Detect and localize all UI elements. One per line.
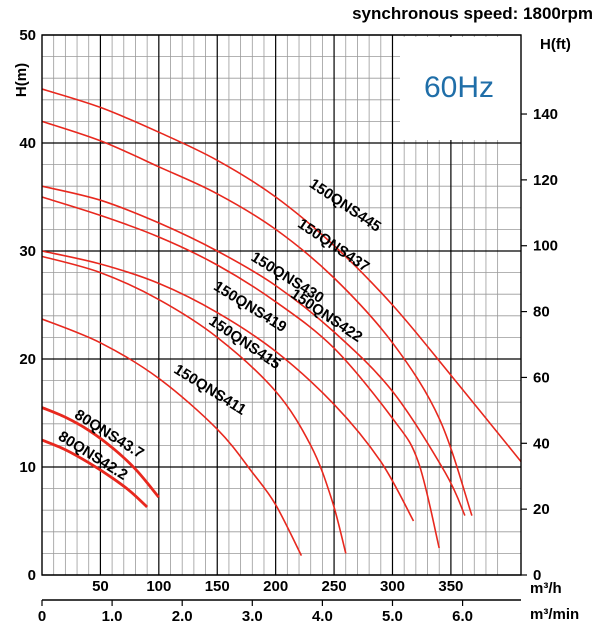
y-tick-label: 10 [19, 459, 36, 476]
y-axis-label: H(m) [13, 63, 30, 97]
x-tick-label: 150 [205, 578, 230, 595]
y-tick-label: 20 [19, 351, 36, 368]
x2-tick-label: 3.0 [242, 608, 263, 625]
curve-150qns430 [41, 185, 466, 516]
curve-labels: 150QNS445150QNS437150QNS430150QNS422150Q… [55, 175, 384, 483]
y-tick-label: 40 [19, 135, 36, 152]
x2-tick-label: 4.0 [312, 608, 333, 625]
frequency-box [400, 37, 521, 140]
x-tick-label: 250 [322, 578, 347, 595]
y-tick-label: 0 [28, 567, 36, 584]
y2-tick-label: 80 [533, 304, 550, 321]
y2-tick-label: 120 [533, 172, 558, 189]
y2-tick-label: 40 [533, 435, 550, 452]
x2-tick-label: 0 [38, 608, 46, 625]
y-tick-label: 50 [19, 27, 36, 44]
y2-tick-label: 140 [533, 106, 558, 123]
x-tick-label: 350 [438, 578, 463, 595]
x-tick-label: 50 [92, 578, 109, 595]
y2-tick-label: 0 [533, 567, 541, 584]
curve-80qns42-2 [41, 438, 149, 509]
y2-tick-label: 60 [533, 369, 550, 386]
curve-150qns422 [41, 196, 440, 549]
curve-80qns43-7 [41, 406, 160, 499]
curve-150qns445 [41, 88, 522, 463]
curve-150qns419 [41, 250, 415, 522]
x2-tick-label: 6.0 [452, 608, 473, 625]
x2-tick-label: 2.0 [172, 608, 193, 625]
x-axis-label: m³/h [530, 580, 562, 597]
x2-tick-label: 1.0 [102, 608, 123, 625]
y2-axis-label: H(ft) [540, 36, 571, 53]
x2-tick-label: 5.0 [382, 608, 403, 625]
grid [42, 34, 521, 576]
curve-150qns411 [41, 318, 303, 556]
y2-tick-label: 20 [533, 501, 550, 518]
pump-curves [41, 88, 522, 556]
axes: 0 10 20 30 40 50 0 20 40 60 80 100 120 140 50 100 150 200… [13, 27, 579, 625]
curve-150qns415 [41, 255, 347, 554]
curve-150qns437 [41, 120, 473, 516]
x-tick-label: 200 [263, 578, 288, 595]
x-tick-label: 100 [146, 578, 171, 595]
chart-title: synchronous speed: 1800rpm [352, 4, 593, 23]
y-tick-label: 30 [19, 243, 36, 260]
plot-frame [41, 34, 522, 576]
frequency-label: 60Hz [424, 71, 494, 104]
x2-axis-label: m³/min [530, 606, 579, 623]
x-tick-label: 300 [380, 578, 405, 595]
y2-tick-label: 100 [533, 238, 558, 255]
